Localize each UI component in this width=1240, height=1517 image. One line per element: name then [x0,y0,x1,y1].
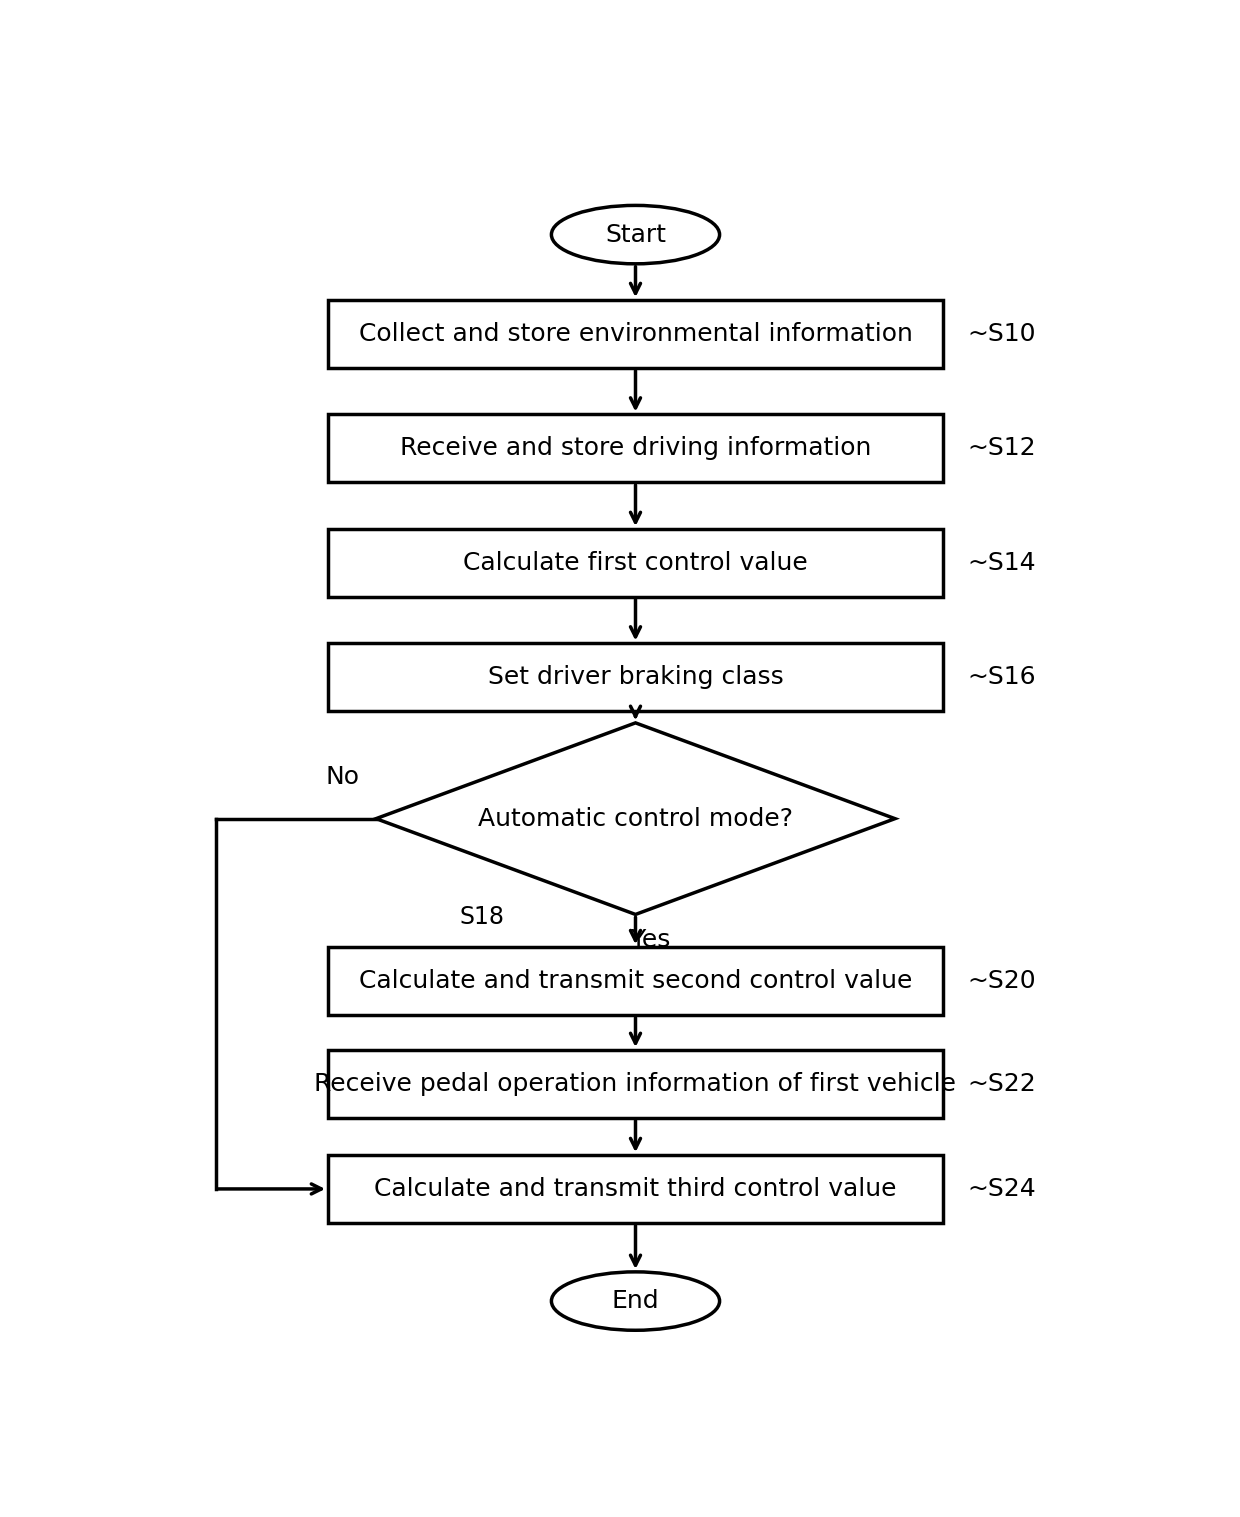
Bar [327,643,944,711]
Text: Calculate first control value: Calculate first control value [463,551,808,575]
Ellipse shape [552,205,719,264]
Text: S18: S18 [459,906,505,928]
Text: Receive pedal operation information of first vehicle: Receive pedal operation information of f… [315,1073,956,1095]
Text: ~S20: ~S20 [967,969,1035,994]
Text: ~S12: ~S12 [967,437,1035,460]
Bar [327,529,944,596]
Ellipse shape [552,1271,719,1330]
Text: ~S14: ~S14 [967,551,1035,575]
Text: Collect and store environmental information: Collect and store environmental informat… [358,322,913,346]
Bar [327,1154,944,1223]
Polygon shape [376,724,895,915]
Text: Calculate and transmit second control value: Calculate and transmit second control va… [358,969,913,994]
Bar [327,300,944,367]
Text: ~S16: ~S16 [967,666,1035,689]
Text: ~S10: ~S10 [967,322,1035,346]
Text: Calculate and transmit third control value: Calculate and transmit third control val… [374,1177,897,1201]
Text: ~S22: ~S22 [967,1073,1035,1095]
Bar [327,947,944,1015]
Text: Receive and store driving information: Receive and store driving information [399,437,872,460]
Text: Start: Start [605,223,666,247]
Text: ~S24: ~S24 [967,1177,1035,1201]
Text: Yes: Yes [630,928,670,953]
Text: Automatic control mode?: Automatic control mode? [477,807,794,831]
Text: End: End [611,1289,660,1314]
Bar [327,414,944,482]
Text: Set driver braking class: Set driver braking class [487,666,784,689]
Bar [327,1050,944,1118]
Text: No: No [325,766,360,789]
